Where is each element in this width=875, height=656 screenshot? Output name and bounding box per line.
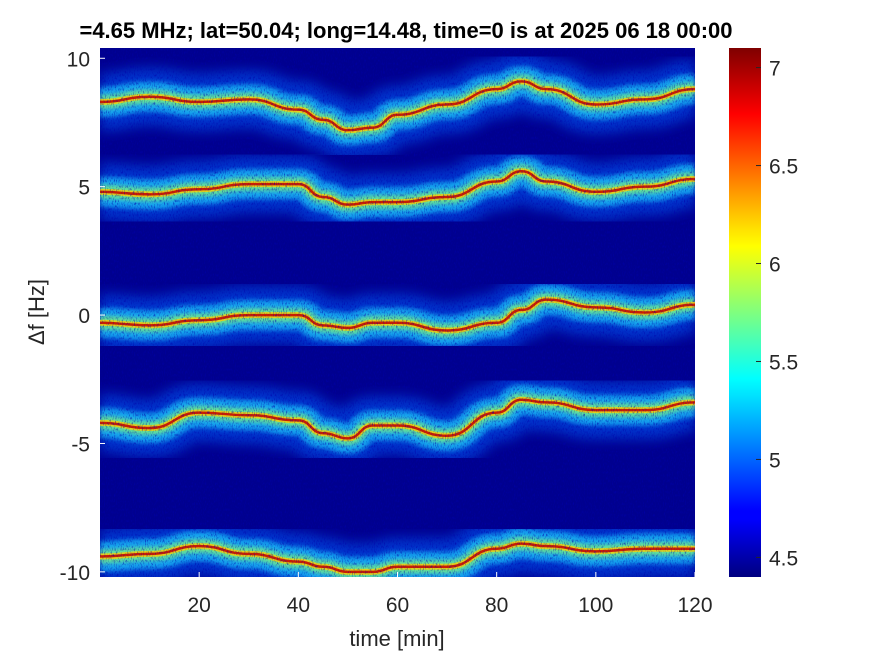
colorbar-tick-label: 6 [769,254,781,277]
y-tick-label: 5 [78,177,90,200]
colorbar-tick-label: 5.5 [769,351,798,374]
plot-area [100,48,695,577]
colorbar-tick-label: 6.5 [769,156,798,179]
y-tick-label: -5 [71,433,90,456]
y-axis: -10 -5 0 5 10 [60,48,105,585]
colorbar-tick-label: 7 [769,58,781,81]
x-tick-label: 120 [677,594,712,617]
colorbar: 4.5 5 5.5 6 6.5 7 [729,48,798,577]
x-axis-label: time [min] [349,626,444,651]
y-tick-label: 10 [67,48,90,71]
colorbar-ticks: 4.5 5 5.5 6 6.5 7 [756,58,798,570]
colorbar-tick-label: 4.5 [769,547,798,570]
x-tick-label: 20 [187,594,210,617]
x-tick-label: 60 [386,594,409,617]
x-axis: 20 40 60 80 100 120 [187,572,713,617]
y-tick-label: -10 [60,562,90,585]
colorbar-gradient [729,48,761,577]
y-axis-label: Δf [Hz] [24,279,49,345]
x-tick-label: 80 [485,594,508,617]
x-tick-label: 40 [287,594,310,617]
y-tick-label: 0 [78,305,90,328]
x-tick-label: 100 [578,594,613,617]
colorbar-tick-label: 5 [769,449,781,472]
chart-title: =4.65 MHz; lat=50.04; long=14.48, time=0… [79,18,732,43]
noise-speckle [100,48,695,577]
